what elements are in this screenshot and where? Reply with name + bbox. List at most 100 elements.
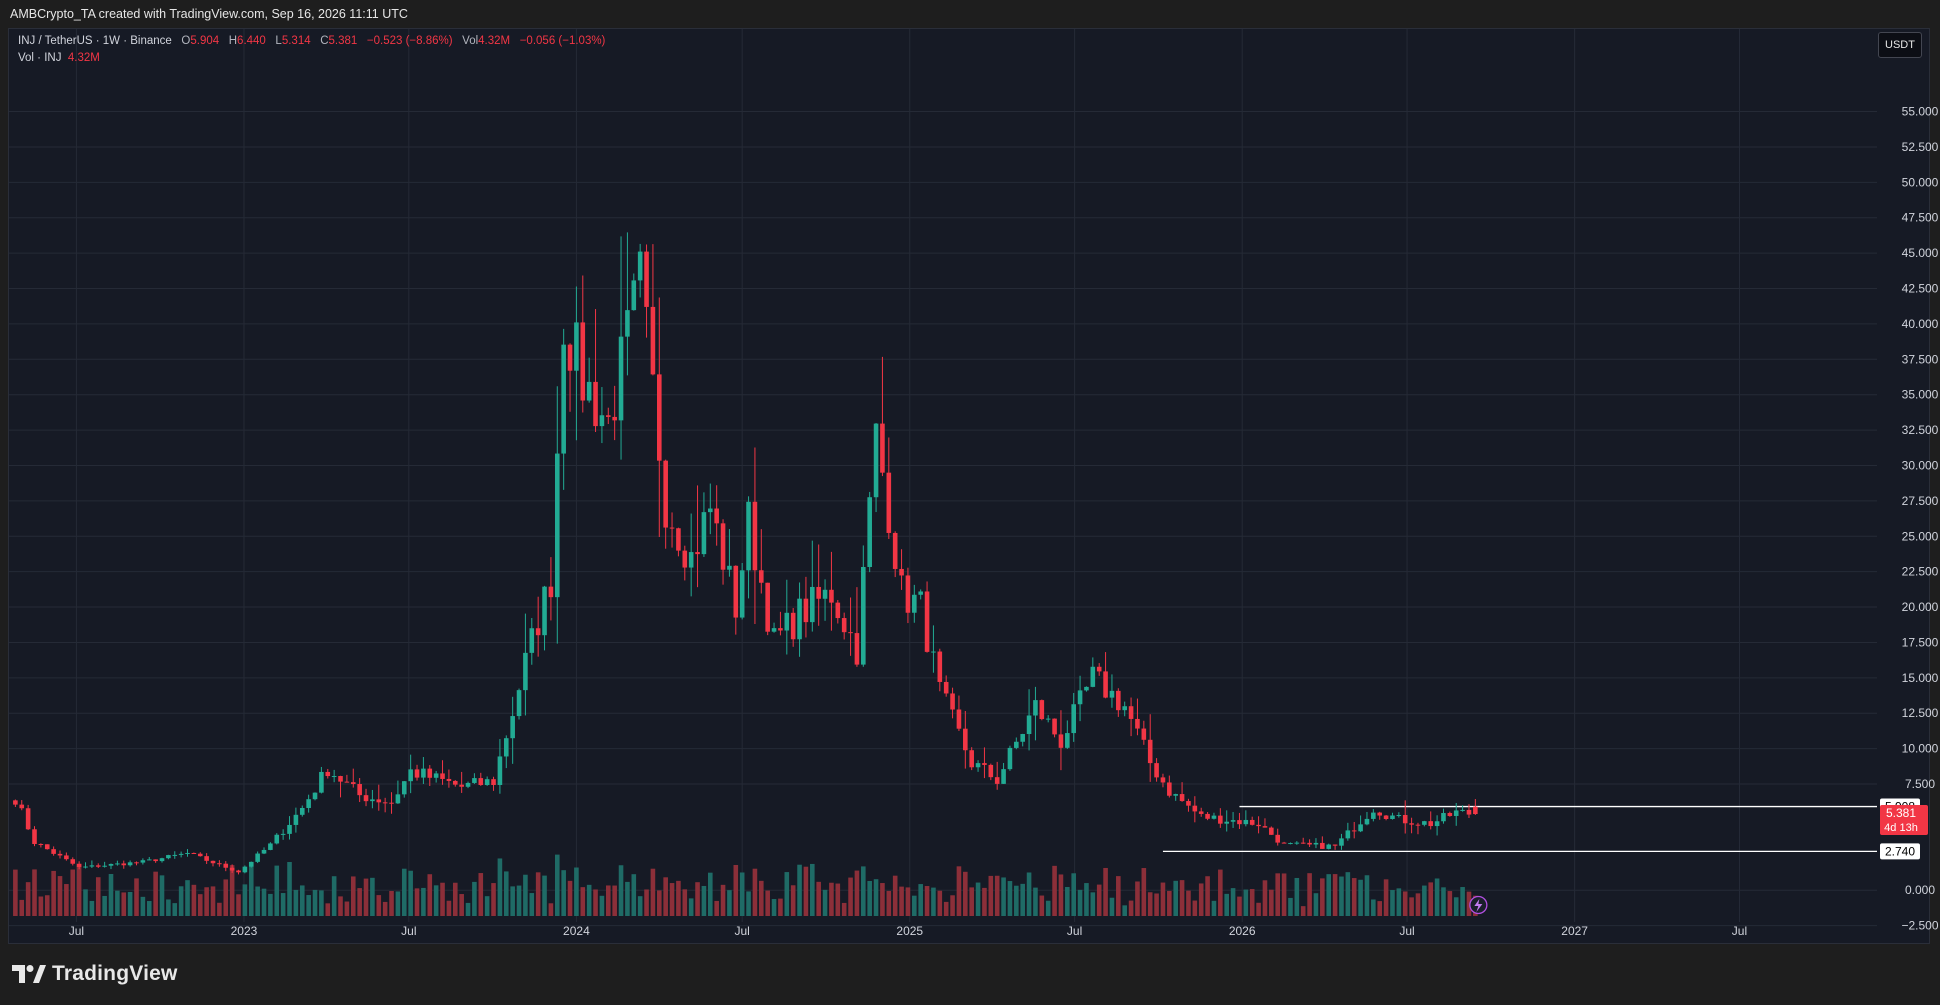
y-tick-label: 47.500	[1902, 211, 1939, 225]
y-tick-label: 12.500	[1902, 706, 1939, 720]
candle-body	[121, 863, 127, 866]
volume-bar	[586, 884, 592, 916]
candle-body	[401, 781, 407, 795]
volume-bar	[599, 895, 605, 916]
candle-body	[1326, 844, 1332, 849]
candle-body	[191, 852, 197, 854]
candle-body	[1377, 812, 1383, 816]
volume-bar	[1434, 878, 1440, 916]
candle-body	[599, 415, 605, 427]
candle-body	[306, 799, 311, 808]
candle-body	[1320, 842, 1325, 849]
candle-body	[484, 779, 490, 785]
close-value: 5.381	[328, 35, 358, 47]
volume-bar	[197, 894, 203, 916]
x-tick-label: Jul	[401, 924, 416, 938]
volume-bar	[733, 864, 739, 916]
volume-bar	[370, 877, 375, 916]
volume-bar	[223, 879, 229, 916]
volume-bar	[1128, 900, 1134, 916]
tradingview-logo-text: TradingView	[52, 962, 178, 985]
y-tick-label: 37.500	[1902, 352, 1939, 366]
candle-body	[57, 853, 63, 856]
volume-bar	[771, 899, 777, 916]
volume-bar	[1103, 867, 1108, 916]
candle-body	[829, 589, 834, 603]
volume-bar	[433, 885, 439, 916]
candle-body	[172, 854, 178, 856]
tradingview-logo-icon	[12, 965, 46, 983]
lightning-icon	[1469, 895, 1488, 915]
volume-bar	[491, 883, 496, 916]
volume-bar	[1422, 885, 1427, 916]
candle-body	[503, 738, 509, 757]
volume-bar	[287, 862, 292, 916]
volume-bar	[510, 886, 515, 916]
volume-bar	[669, 883, 675, 916]
candle-body	[1007, 747, 1013, 770]
candle-body	[204, 856, 209, 861]
candle-body	[1090, 666, 1096, 687]
volume-bar	[886, 890, 892, 916]
volume-bar	[1167, 890, 1172, 916]
x-tick-label: 2023	[231, 924, 258, 938]
volume-bar	[899, 886, 904, 916]
candle-body	[38, 844, 44, 846]
candle-body	[325, 771, 331, 777]
volume-bar	[331, 876, 337, 916]
candle-body	[1001, 769, 1006, 784]
candle-body	[1141, 728, 1147, 740]
candle-body	[350, 782, 356, 785]
volume-bar	[1096, 884, 1102, 916]
volume-bar	[676, 880, 681, 916]
volume-bar	[1084, 883, 1089, 916]
candle-body	[1460, 809, 1465, 811]
volume-bars	[13, 854, 1478, 916]
volume-bar	[950, 895, 955, 916]
symbol-label[interactable]: INJ / TetherUS · 1W · Binance	[18, 35, 172, 47]
candle-body	[688, 552, 694, 568]
candle-body	[1160, 777, 1166, 783]
tradingview-logo[interactable]: TradingView	[12, 962, 178, 986]
volume-bar	[969, 887, 974, 916]
close-label: C	[320, 35, 329, 47]
currency-button[interactable]: USDT	[1878, 32, 1922, 58]
volume-bar	[720, 884, 726, 916]
candle-body	[1422, 821, 1427, 825]
candle-body	[1084, 686, 1089, 691]
candle-body	[497, 756, 503, 785]
candle-body	[605, 415, 611, 417]
candle-body	[650, 306, 656, 375]
volume-bar	[1288, 897, 1293, 916]
candle-body	[1415, 824, 1421, 826]
volume-series-value: 4.32M	[67, 52, 100, 64]
candle-body	[1179, 794, 1185, 802]
candle-body	[1447, 813, 1453, 816]
candle-body	[586, 381, 592, 401]
candle-body	[618, 336, 624, 421]
volume-bar	[529, 893, 535, 916]
candle-body	[994, 777, 1000, 784]
volume-series-label[interactable]: Vol · INJ	[18, 52, 62, 64]
y-tick-label: 40.000	[1902, 317, 1939, 331]
volume-bar	[25, 882, 31, 916]
candle-body	[1281, 842, 1287, 844]
candle-body	[963, 728, 968, 751]
y-tick-label: 50.000	[1902, 175, 1939, 189]
volume-bar	[408, 870, 413, 916]
volume-bar	[982, 887, 987, 916]
volume-bar	[268, 893, 273, 916]
volume-bar	[822, 889, 828, 916]
volume-bar	[765, 890, 770, 916]
lower-level-tag-bg	[1880, 843, 1920, 860]
volume-bar	[854, 870, 860, 916]
horizontal-levels	[1162, 805, 1877, 853]
volume-bar	[797, 864, 802, 916]
chart-pane[interactable]	[8, 28, 1930, 944]
lightning-icon-glyph	[1474, 899, 1483, 912]
volume-bar	[1160, 882, 1166, 916]
candle-body	[1103, 671, 1108, 698]
x-tick-label: Jul	[1732, 924, 1747, 938]
